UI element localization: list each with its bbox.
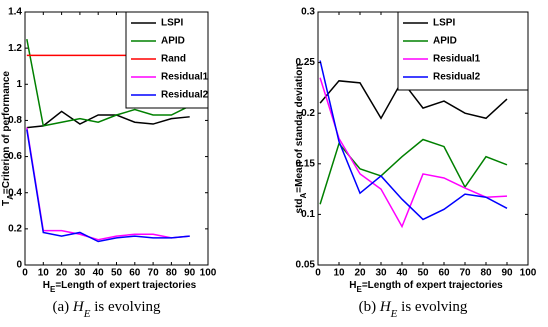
legend-label: Residual1 [161, 72, 209, 83]
x-tick-label: 40 [93, 268, 105, 279]
legend-label: Residual2 [433, 72, 481, 83]
legend-label: Residual2 [161, 90, 209, 101]
caption: (a) HE is evolving [53, 299, 161, 319]
x-tick-label: 0 [315, 268, 321, 279]
x-tick-label: 100 [200, 268, 217, 279]
y-tick-label: 0.3 [301, 7, 315, 18]
y-tick-label: 0.2 [301, 108, 315, 119]
label-rest: =Criterion of performance [1, 71, 12, 195]
series-line [26, 129, 190, 243]
y-tick-label: 0.2 [8, 223, 22, 234]
legend-label: LSPI [433, 18, 455, 29]
label-rest: =Length of expert trajectories [362, 280, 503, 291]
label-sub: A [299, 192, 308, 198]
x-tick-label: 40 [396, 268, 408, 279]
label-rest: =Length of expert trajectories [55, 280, 196, 291]
y-tick-label: 1 [16, 79, 22, 90]
x-tick-label: 20 [354, 268, 366, 279]
x-tick-label: 50 [417, 268, 429, 279]
x-tick-label: 60 [438, 268, 450, 279]
legend-label: LSPI [161, 18, 183, 29]
series-line [319, 60, 508, 221]
label-base: std [294, 198, 305, 213]
series-line [26, 110, 190, 129]
x-tick-label: 30 [375, 268, 387, 279]
label-rest: =Mean of standar deviation [294, 64, 305, 193]
legend-box [125, 11, 209, 109]
caption: (b) HE is evolving [359, 299, 468, 319]
label-sub: A [6, 194, 15, 200]
caption-tag: (b) [359, 299, 377, 315]
series-line [26, 38, 191, 127]
series-line [26, 127, 190, 241]
caption-var: HE [379, 299, 398, 319]
y-tick-label: 0.1 [301, 209, 315, 220]
x-tick-label: 90 [501, 268, 513, 279]
y-tick-label: 0.05 [296, 260, 316, 271]
legend-label: Residual1 [433, 54, 481, 65]
legend-label: APID [433, 36, 457, 47]
caption-text: is evolving [401, 299, 468, 315]
series-line [319, 77, 508, 229]
x-axis-label: HE=Length of expert trajectories [349, 280, 503, 294]
label-base: H [349, 280, 356, 291]
x-tick-label: 70 [148, 268, 160, 279]
label-base: H [379, 299, 392, 315]
x-tick-label: 50 [111, 268, 123, 279]
y-axis-label: stdA=Mean of standar deviation [294, 64, 308, 214]
legend-label: Rand [161, 54, 186, 65]
y-tick-label: 0.8 [8, 115, 22, 126]
y-tick-label: 0.6 [8, 151, 22, 162]
label-sub: E [83, 308, 91, 320]
y-axis-label: TA=Criterion of performance [1, 71, 15, 206]
label-base: H [72, 299, 85, 315]
x-tick-label: 80 [166, 268, 178, 279]
label-base: T [1, 200, 12, 206]
y-tick-label: 0.25 [296, 57, 316, 68]
x-tick-label: 0 [22, 268, 28, 279]
x-tick-label: 10 [38, 268, 50, 279]
y-tick-label: 1.2 [8, 43, 22, 54]
x-tick-label: 70 [459, 268, 471, 279]
x-tick-label: 80 [480, 268, 492, 279]
y-tick-label: 0.4 [8, 187, 22, 198]
caption-var: HE [72, 299, 91, 319]
series-line [319, 79, 508, 120]
x-tick-label: 100 [520, 268, 537, 279]
x-tick-label: 30 [74, 268, 86, 279]
x-axis-label: HE=Length of expert trajectories [43, 280, 197, 294]
label-sub: E [50, 285, 56, 294]
x-tick-label: 20 [56, 268, 68, 279]
label-sub: E [390, 308, 398, 320]
x-tick-label: 90 [184, 268, 196, 279]
y-tick-label: 0.15 [296, 158, 316, 169]
caption-text: is evolving [94, 299, 161, 315]
label-base: H [43, 280, 50, 291]
label-sub: E [357, 285, 363, 294]
caption-tag: (a) [53, 299, 70, 315]
legend-label: APID [161, 36, 185, 47]
x-tick-label: 60 [129, 268, 141, 279]
x-tick-label: 10 [333, 268, 345, 279]
y-tick-label: 0 [16, 260, 22, 271]
y-tick-label: 1.4 [8, 7, 22, 18]
